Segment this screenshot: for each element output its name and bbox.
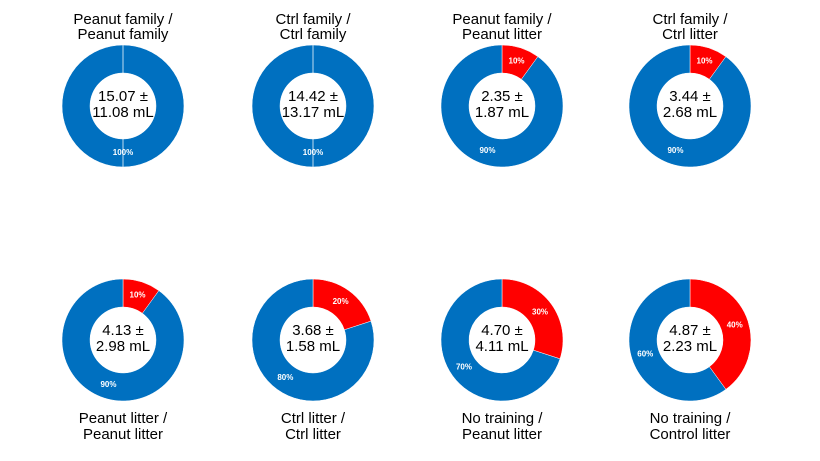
chart-title: Peanut litter / (79, 410, 168, 427)
donut-slice (689, 278, 752, 390)
center-label: 2.98 mL (96, 338, 150, 355)
slice-label: 90% (667, 146, 683, 155)
center-label: 13.17 mL (282, 104, 345, 121)
chart-title: Peanut litter (462, 26, 542, 43)
center-label: 4.11 mL (475, 338, 528, 355)
center-label: 1.58 mL (286, 338, 340, 355)
center-label: 3.68 ± (292, 322, 334, 339)
donut-slice (251, 278, 375, 402)
center-label: 2.68 mL (663, 104, 717, 121)
slice-label: 10% (509, 56, 525, 65)
donut-slice (628, 44, 752, 168)
slice-label: 10% (697, 56, 713, 65)
chart-title: Ctrl litter (285, 426, 341, 443)
center-label: 1.87 mL (475, 104, 529, 121)
chart-title: Peanut family / (73, 11, 173, 28)
chart-title: Control litter (650, 426, 731, 443)
slice-label: 30% (532, 307, 548, 316)
chart-title: Ctrl litter (662, 26, 718, 43)
center-label: 2.23 mL (663, 338, 717, 355)
slice-label: 90% (100, 380, 116, 389)
chart-title: Ctrl family / (276, 11, 352, 28)
chart-title: Ctrl family / (653, 11, 729, 28)
center-label: 15.07 ± (98, 88, 148, 105)
slice-label: 100% (113, 148, 133, 157)
slice-label: 90% (479, 146, 495, 155)
donut-slice (61, 44, 185, 168)
center-label: 4.70 ± (481, 322, 523, 339)
center-label: 11.08 mL (92, 104, 153, 121)
chart-title: Peanut family (78, 26, 169, 43)
slice-label: 10% (130, 290, 146, 299)
center-label: 4.13 ± (102, 322, 144, 339)
chart-title: Peanut litter (462, 426, 542, 443)
chart-title: No training / (650, 410, 732, 427)
slice-label: 80% (277, 373, 293, 382)
donut-slice (251, 44, 375, 168)
chart-title: No training / (462, 410, 544, 427)
center-label: 14.42 ± (288, 88, 338, 105)
slice-label: 20% (333, 297, 349, 306)
donut-slice (440, 278, 561, 402)
donut-slice (501, 278, 564, 360)
center-label: 4.87 ± (669, 322, 711, 339)
center-label: 2.35 ± (481, 88, 523, 105)
slice-label: 70% (456, 363, 472, 372)
slice-label: 40% (727, 321, 743, 330)
chart-title: Peanut litter (83, 426, 163, 443)
chart-title: Peanut family / (452, 11, 552, 28)
donut-slice (61, 278, 185, 402)
chart-title: Ctrl family (280, 26, 347, 43)
slice-label: 60% (637, 350, 653, 359)
center-label: 3.44 ± (669, 88, 711, 105)
slice-label: 100% (303, 148, 323, 157)
donut-slice (440, 44, 564, 168)
chart-title: Ctrl litter / (281, 410, 346, 427)
